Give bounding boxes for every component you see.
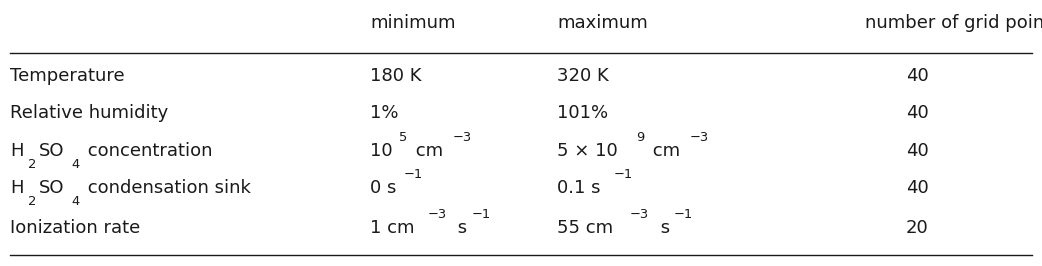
Text: −3: −3 [630, 208, 649, 221]
Text: −3: −3 [452, 131, 472, 144]
Text: 4: 4 [72, 195, 79, 208]
Text: 20: 20 [905, 219, 928, 237]
Text: number of grid points: number of grid points [865, 14, 1042, 32]
Text: −1: −1 [472, 208, 491, 221]
Text: −1: −1 [404, 168, 423, 181]
Text: 2: 2 [28, 195, 36, 208]
Text: 180 K: 180 K [370, 67, 421, 85]
Text: 2: 2 [28, 157, 36, 171]
Text: 320 K: 320 K [557, 67, 610, 85]
Text: 0.1 s: 0.1 s [557, 179, 601, 197]
Text: −1: −1 [614, 168, 632, 181]
Text: H: H [10, 179, 24, 197]
Text: minimum: minimum [370, 14, 455, 32]
Text: cm: cm [410, 142, 443, 160]
Text: 101%: 101% [557, 104, 609, 122]
Text: 5 × 10: 5 × 10 [557, 142, 618, 160]
Text: 40: 40 [905, 104, 928, 122]
Text: 10: 10 [370, 142, 393, 160]
Text: s: s [654, 219, 670, 237]
Text: maximum: maximum [557, 14, 648, 32]
Text: 1 cm: 1 cm [370, 219, 415, 237]
Text: 55 cm: 55 cm [557, 219, 614, 237]
Text: H: H [10, 142, 24, 160]
Text: SO: SO [39, 179, 64, 197]
Text: 1%: 1% [370, 104, 398, 122]
Text: Relative humidity: Relative humidity [10, 104, 169, 122]
Text: 40: 40 [905, 142, 928, 160]
Text: 5: 5 [399, 131, 407, 144]
Text: condensation sink: condensation sink [82, 179, 251, 197]
Text: −1: −1 [674, 208, 693, 221]
Text: s: s [452, 219, 467, 237]
Text: 40: 40 [905, 67, 928, 85]
Text: −3: −3 [689, 131, 709, 144]
Text: 4: 4 [72, 157, 79, 171]
Text: 40: 40 [905, 179, 928, 197]
Text: concentration: concentration [82, 142, 213, 160]
Text: SO: SO [39, 142, 64, 160]
Text: Temperature: Temperature [10, 67, 125, 85]
Text: cm: cm [646, 142, 679, 160]
Text: 9: 9 [636, 131, 644, 144]
Text: −3: −3 [427, 208, 446, 221]
Text: Ionization rate: Ionization rate [10, 219, 141, 237]
Text: 0 s: 0 s [370, 179, 396, 197]
